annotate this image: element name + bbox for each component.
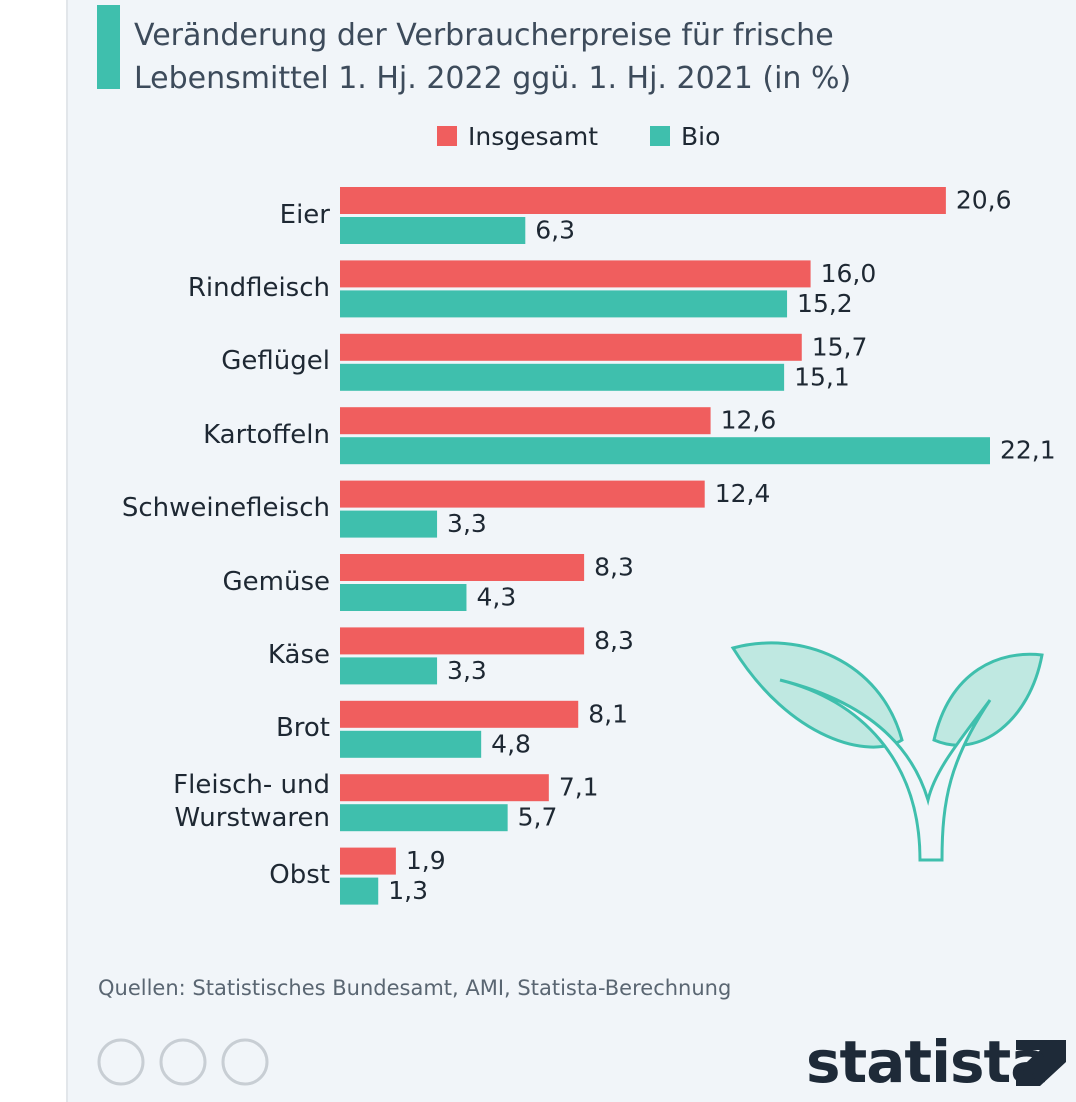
value-label: 8,3 (594, 553, 634, 582)
bar (340, 554, 584, 581)
bar (340, 290, 787, 317)
category-label: Obst (90, 859, 330, 892)
value-label: 3,3 (447, 509, 487, 538)
bar (340, 364, 784, 391)
brand: statista (806, 1028, 1048, 1096)
category-label: Kartoffeln (90, 419, 330, 452)
category-label: Rindfleisch (90, 272, 330, 305)
value-label: 15,7 (812, 332, 868, 361)
category-label: Fleisch- und Wurstwaren (90, 769, 330, 835)
bar (340, 701, 578, 728)
source: Quellen: Statistisches Bundesamt, AMI, S… (98, 976, 731, 1000)
bar (340, 511, 437, 538)
bar (340, 334, 802, 361)
cc-icons (99, 1040, 267, 1084)
bar (340, 848, 396, 875)
bar (340, 627, 584, 654)
category-label: Brot (90, 712, 330, 745)
bar (340, 584, 466, 611)
value-label: 4,3 (476, 583, 516, 612)
bar (340, 217, 525, 244)
bar (340, 187, 946, 214)
bar (340, 260, 811, 287)
page: Insgesamt Bio 20,6 6,3 16,015,2 15,715,1 12,6 2… (0, 0, 1076, 1102)
value-label: 20,6 (956, 186, 1012, 215)
legend-swatch (650, 126, 670, 146)
legend-label: Bio (681, 122, 720, 151)
bar (340, 774, 549, 801)
value-label: 12,6 (721, 406, 777, 435)
value-label: 1,9 (406, 846, 446, 875)
bar (340, 731, 481, 758)
category-label: Eier (90, 199, 330, 232)
bar (340, 657, 437, 684)
bar (340, 878, 378, 905)
bar (340, 407, 711, 434)
value-label: 1,3 (388, 876, 428, 905)
value-label: 6,3 (535, 216, 575, 245)
value-label: 7,1 (559, 773, 599, 802)
bar (340, 437, 990, 464)
legend-label: Insgesamt (468, 122, 598, 151)
chart-title: Veränderung der Verbraucherpreise für fr… (134, 14, 914, 100)
value-label: 22,1 (1000, 436, 1056, 465)
value-label: 4,8 (491, 729, 531, 758)
bar (340, 804, 508, 831)
legend-swatch (437, 126, 457, 146)
category-label: Geflügel (90, 345, 330, 378)
category-label: Schweinefleisch (90, 492, 330, 525)
chart: Insgesamt Bio 20,6 6,3 16,015,2 15,715,1 12,6 2… (0, 0, 1076, 1102)
value-label: 15,2 (797, 289, 853, 318)
bar (340, 481, 705, 508)
value-label: 15,1 (794, 362, 850, 391)
value-label: 3,3 (447, 656, 487, 685)
plant-icon (733, 643, 1042, 860)
category-label: Gemüse (90, 566, 330, 599)
value-label: 5,7 (518, 803, 558, 832)
category-label: Käse (90, 639, 330, 672)
title-accent (97, 5, 120, 89)
value-label: 16,0 (821, 259, 877, 288)
value-label: 8,1 (588, 699, 628, 728)
value-label: 8,3 (594, 626, 634, 655)
value-label: 12,4 (715, 479, 771, 508)
